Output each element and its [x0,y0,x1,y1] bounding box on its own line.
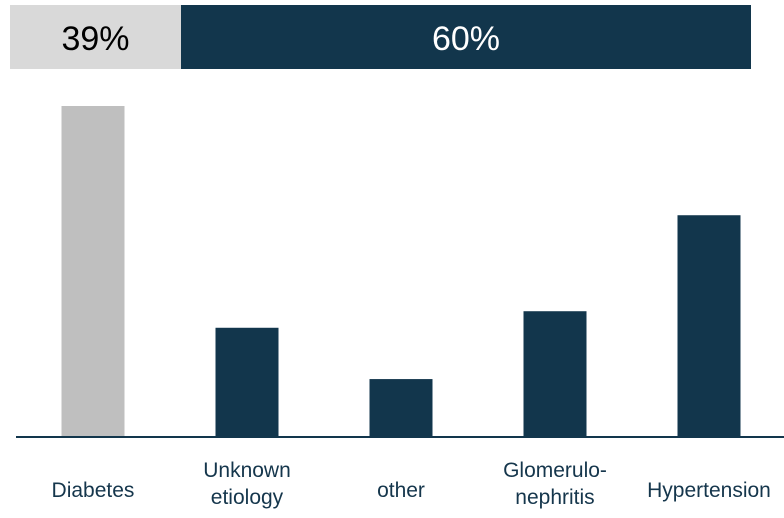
category-label-line: other [377,479,425,502]
category-label-4: Hypertension [647,479,771,502]
share-segment-label: 60% [432,20,500,58]
category-label-line: Unknown [203,459,291,482]
category-label-line: etiology [211,486,284,509]
share-bar: 39% 60% [10,5,751,69]
category-label-1: Unknown etiology [203,459,291,509]
category-label-line: Diabetes [52,479,135,502]
bar-4 [677,215,741,437]
category-label-line: nephritis [515,486,594,509]
category-label-2: other [377,479,425,502]
category-labels: Diabetes Unknown etiology other Glomerulo-ne… [52,459,771,509]
category-label-3: Glomerulo-nephritis [503,459,607,509]
category-label-0: Diabetes [52,479,135,502]
category-label-line: Glomerulo- [503,459,607,482]
share-segment-2 [181,5,751,69]
bars [61,106,741,437]
share-segment-label: 39% [61,20,129,58]
category-label-line: Hypertension [647,479,771,502]
bar-3 [523,311,587,437]
bar-1 [215,327,279,437]
bar-2 [369,379,433,437]
share-segment-1 [10,5,181,69]
bar-0 [61,106,125,437]
